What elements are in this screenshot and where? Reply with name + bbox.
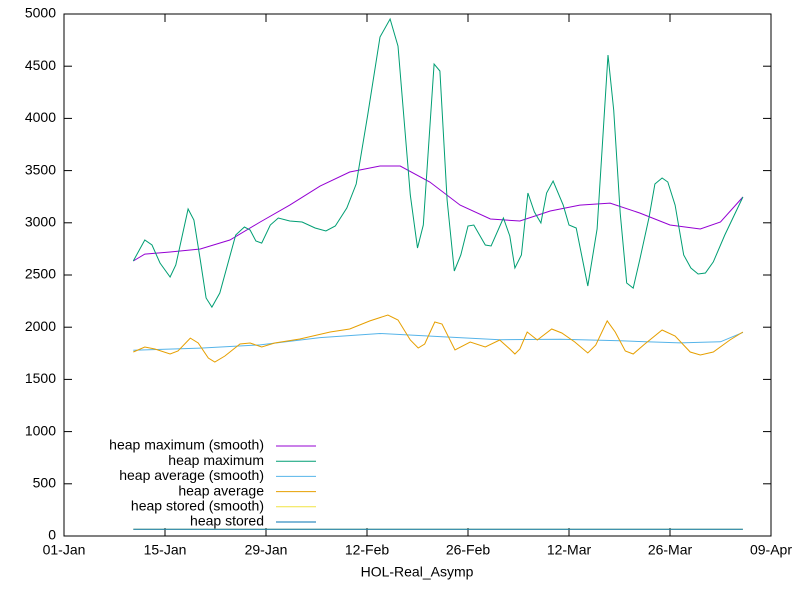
series-line: [133, 331, 744, 351]
x-axis-label: HOL-Real_Asymp: [361, 564, 474, 580]
y-tick-label: 500: [33, 475, 57, 491]
x-tick-label: 15-Jan: [144, 542, 187, 558]
y-tick-label: 0: [48, 527, 56, 543]
legend-label: heap stored (smooth): [131, 498, 264, 514]
x-tick-label: 12-Feb: [345, 542, 390, 558]
y-tick-label: 1000: [25, 422, 56, 438]
x-tick-label: 09-Apr: [750, 542, 792, 558]
x-tick-label: 26-Feb: [446, 542, 491, 558]
y-tick-label: 5000: [25, 5, 56, 21]
x-tick-label: 26-Mar: [648, 542, 693, 558]
y-tick-label: 3500: [25, 161, 56, 177]
x-tick-label: 01-Jan: [43, 542, 86, 558]
legend-label: heap maximum: [168, 452, 264, 468]
y-tick-label: 2000: [25, 318, 56, 334]
x-tick-label: 12-Mar: [547, 542, 592, 558]
y-tick-label: 2500: [25, 266, 56, 282]
y-tick-label: 4000: [25, 109, 56, 125]
legend-label: heap average: [178, 482, 264, 498]
legend-label: heap stored: [190, 513, 264, 529]
series-line: [133, 165, 744, 262]
y-tick-label: 3000: [25, 214, 56, 230]
y-tick-label: 1500: [25, 370, 56, 386]
series-line: [133, 314, 744, 363]
x-tick-label: 29-Jan: [245, 542, 288, 558]
y-tick-label: 4500: [25, 57, 56, 73]
legend-label: heap average (smooth): [119, 467, 264, 483]
legend-label: heap maximum (smooth): [109, 437, 264, 453]
series-line: [132, 17, 744, 309]
